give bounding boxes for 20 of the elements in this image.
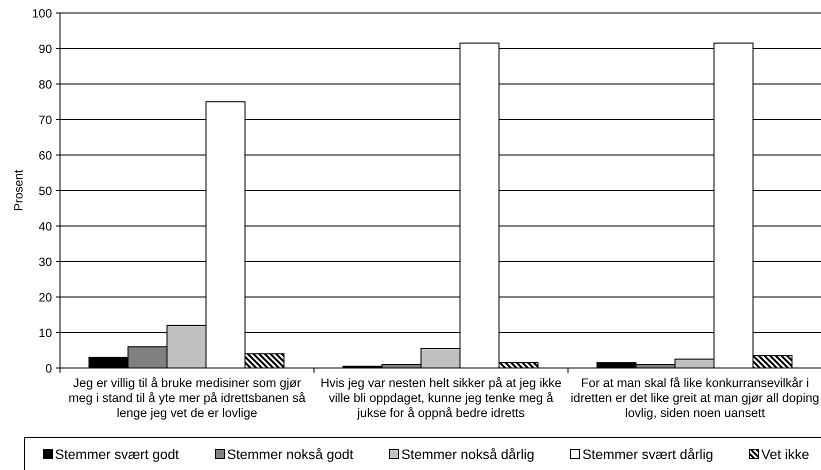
y-tick-label: 70 xyxy=(38,112,52,127)
x-tick-label: Hvis jeg var nesten helt sikker på at jeg ikke ville bli oppdaget, kunne jeg tenke meg å jukse for å oppnå bedre idretts xyxy=(320,376,562,420)
y-tick-label: 100 xyxy=(32,6,52,20)
legend-label: Stemmer nokså godt xyxy=(226,446,354,462)
legend-label: Vet ikke xyxy=(761,446,810,462)
y-tick-label: 90 xyxy=(38,42,52,56)
x-tick-label: Jeg er villig til å bruke medisiner som gjør meg i stand til å yte mer på idrettsbanen så lenge jeg vet de er lovlige xyxy=(68,376,306,420)
y-tick-label: 10 xyxy=(38,326,52,340)
y-axis-title: Prosent xyxy=(11,169,26,212)
y-tick-label: 60 xyxy=(38,148,52,162)
y-tick-label: 50 xyxy=(38,184,52,198)
y-tick-label: 20 xyxy=(38,290,52,304)
y-tick-label: 40 xyxy=(38,219,52,234)
legend-label: Stemmer svært godt xyxy=(55,446,179,462)
legend-label: Stemmer svært dårlig xyxy=(582,446,714,462)
legend-label: Stemmer nokså dårlig xyxy=(401,446,534,462)
y-tick-label: 0 xyxy=(45,361,52,376)
y-tick-label: 30 xyxy=(38,254,52,269)
x-tick-label: For at man skal få like konkurransevilkår i idretten er det like greit at man gjør all doping lovlig, siden noen uansett xyxy=(570,376,820,420)
y-tick-label: 80 xyxy=(38,77,52,92)
